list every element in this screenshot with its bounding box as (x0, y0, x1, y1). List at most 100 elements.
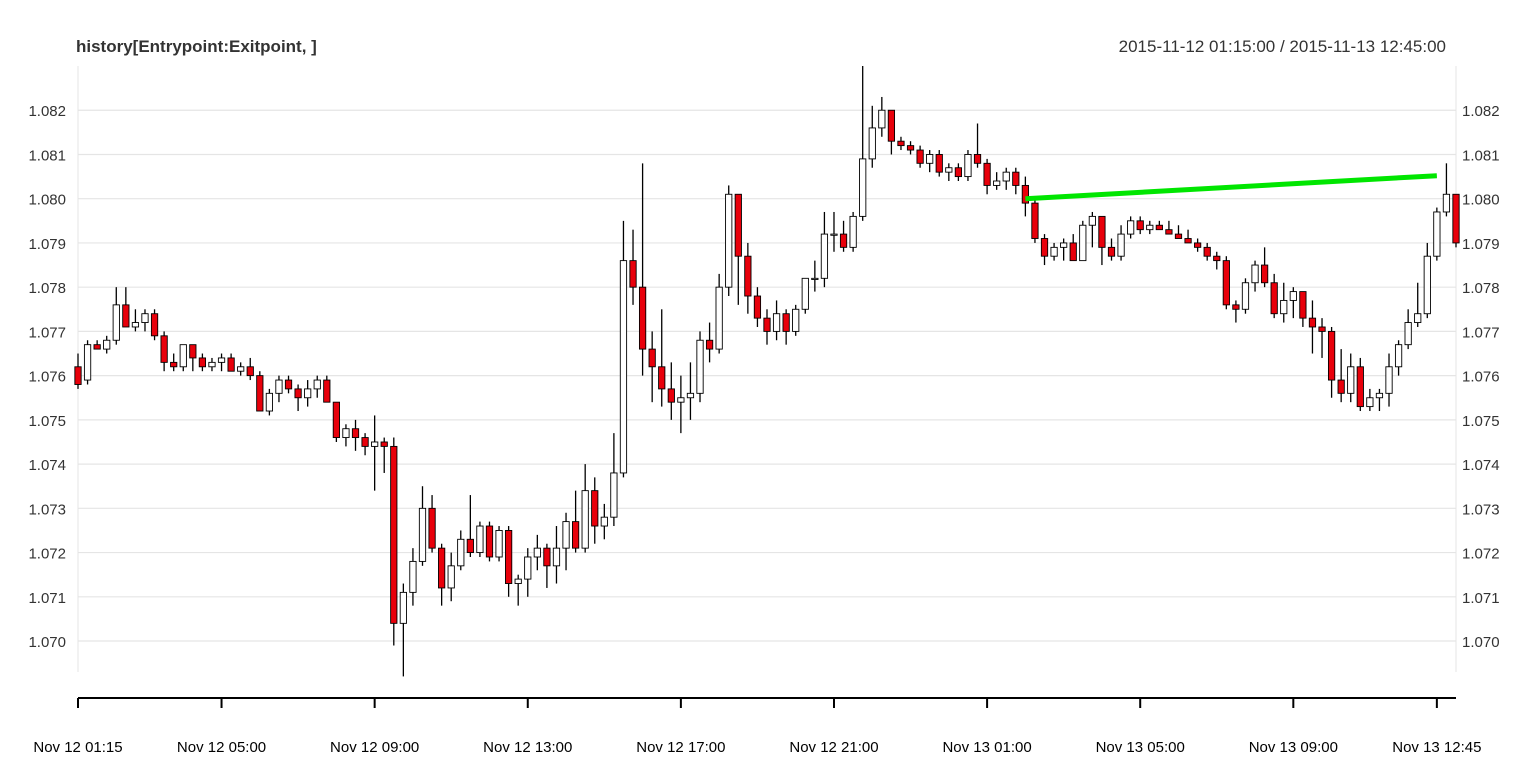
candle (820, 211, 829, 288)
candle (954, 163, 962, 182)
candle (1146, 220, 1154, 235)
candle-body (619, 260, 628, 474)
candle (1060, 238, 1068, 261)
y-tick-label-right: 1.072 (1462, 546, 1500, 563)
candle-body (160, 335, 168, 363)
candle-body (906, 145, 915, 151)
candle (1012, 167, 1020, 195)
candle (1385, 353, 1393, 407)
candle-body (485, 525, 494, 558)
candle (648, 331, 656, 403)
candle-body (351, 428, 360, 439)
candle (715, 273, 723, 354)
candle-body (945, 167, 953, 173)
candle-body (514, 578, 522, 584)
candle-body (457, 538, 465, 567)
y-tick-label-left: 1.079 (28, 236, 66, 253)
candle (514, 574, 522, 606)
candle (945, 163, 953, 182)
candle (438, 543, 446, 606)
y-tick-label-right: 1.074 (1462, 457, 1500, 474)
candle-body (677, 397, 685, 403)
candle-body (859, 158, 867, 217)
candle (935, 150, 943, 177)
candle (179, 344, 187, 372)
candle-body (438, 547, 446, 589)
candle (189, 344, 197, 372)
candle (217, 353, 226, 372)
y-tick-label-right: 1.081 (1462, 147, 1500, 164)
candle-body (1261, 264, 1269, 284)
candle (1394, 340, 1403, 376)
candle-body (1318, 326, 1326, 332)
candle (543, 543, 551, 588)
candle-body (1174, 233, 1183, 239)
candle-body (763, 317, 771, 332)
candle (1040, 234, 1049, 266)
candle-body (1394, 344, 1403, 368)
candle (763, 309, 771, 345)
candle (705, 322, 714, 363)
candle (485, 521, 494, 562)
candle-body (112, 304, 120, 341)
candle-body (1165, 229, 1173, 235)
candle (371, 415, 379, 491)
candle (1031, 198, 1039, 243)
candle (859, 66, 867, 221)
candle (658, 309, 666, 407)
candle (801, 277, 809, 314)
candle-body (1136, 220, 1144, 231)
candle-body (1299, 291, 1307, 319)
candle-body (103, 339, 111, 350)
y-tick-label-right: 1.077 (1462, 324, 1500, 341)
y-tick-label-left: 1.070 (28, 634, 66, 651)
candle-body (1002, 171, 1010, 182)
candle-body (342, 428, 350, 439)
candle-body (1337, 379, 1345, 394)
candle-body (667, 388, 675, 403)
candle (1347, 353, 1355, 403)
candle (1088, 211, 1096, 248)
candle-body (830, 233, 838, 236)
y-tick-label-right: 1.078 (1462, 280, 1500, 297)
candle-body (294, 388, 302, 399)
y-tick-label-left: 1.075 (28, 413, 66, 430)
candle-body (237, 366, 245, 372)
x-tick-label: Nov 12 13:00 (483, 739, 572, 756)
candle (725, 185, 733, 297)
candle-body (1050, 246, 1058, 257)
candle (160, 331, 168, 372)
candle (1251, 260, 1259, 292)
candle (1174, 225, 1183, 239)
candle-body (1433, 211, 1441, 257)
x-axis: Nov 12 01:15 Nov 12 05:00 Nov 12 09:00 Nov … (33, 697, 1481, 756)
y-tick-label-right: 1.073 (1462, 501, 1500, 518)
candle (1366, 388, 1374, 412)
y-tick-label-left: 1.076 (28, 369, 66, 386)
candle-body (83, 344, 92, 381)
candle (600, 503, 608, 540)
candle (1127, 216, 1135, 239)
x-tick-label: Nov 13 01:00 (942, 739, 1031, 756)
candle-body (926, 154, 934, 164)
candle-body (447, 565, 455, 589)
x-tick-label: Nov 13 12:45 (1392, 739, 1481, 756)
y-tick-label-left: 1.078 (28, 280, 66, 297)
candle-body (409, 560, 417, 593)
candle-body (1327, 330, 1336, 381)
candle-body (1232, 304, 1240, 310)
candle-body (1098, 215, 1106, 248)
candle (150, 309, 159, 341)
candle (428, 495, 436, 553)
candle-body (868, 127, 876, 160)
candle (1404, 309, 1412, 350)
candle (667, 362, 675, 420)
candle (265, 388, 273, 416)
y-tick-label-left: 1.077 (28, 324, 66, 341)
candle (505, 526, 513, 597)
x-tick-label: Nov 13 09:00 (1249, 739, 1338, 756)
candle-body (1021, 184, 1029, 204)
candle-body (1146, 224, 1154, 231)
candle-body (141, 313, 149, 324)
candle-body (1060, 242, 1068, 248)
